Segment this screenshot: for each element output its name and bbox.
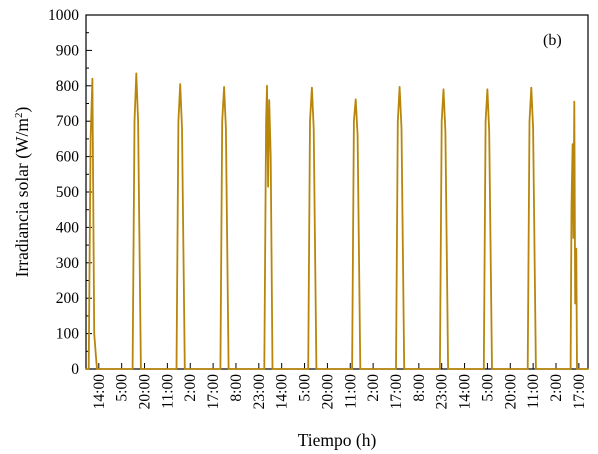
y-axis-title-close: ) bbox=[12, 106, 32, 112]
x-tick-label: 14:00 bbox=[274, 374, 291, 410]
y-tick-label: 700 bbox=[56, 113, 80, 130]
x-tick-label: 20:00 bbox=[502, 374, 519, 410]
panel-label: (b) bbox=[543, 32, 562, 49]
y-tick-label: 300 bbox=[56, 255, 80, 272]
x-tick-label: 11:00 bbox=[159, 374, 176, 409]
x-tick-label: 14:00 bbox=[457, 374, 474, 410]
y-tick-label: 0 bbox=[71, 361, 79, 378]
y-tick-label: 400 bbox=[56, 219, 80, 236]
y-tick-label: 900 bbox=[56, 42, 80, 59]
x-tick-label: 20:00 bbox=[319, 374, 336, 410]
x-axis-title: Tiempo (h) bbox=[298, 430, 377, 450]
y-tick-label: 600 bbox=[56, 149, 80, 166]
x-tick-label: 23:00 bbox=[251, 374, 268, 410]
x-tick-label: 17:00 bbox=[388, 374, 405, 410]
y-tick-label: 200 bbox=[56, 290, 80, 307]
x-tick-label: 17:00 bbox=[571, 374, 588, 410]
y-axis-title-main: Irradiancia solar (W/m bbox=[12, 118, 32, 278]
x-tick-label: 20:00 bbox=[137, 374, 154, 410]
x-tick-label: 5:00 bbox=[479, 374, 496, 402]
x-tick-label: 11:00 bbox=[525, 374, 542, 409]
series-line bbox=[85, 72, 589, 370]
y-tick-label: 800 bbox=[56, 78, 80, 95]
x-tick-label: 8:00 bbox=[411, 374, 428, 402]
x-tick-label: 2:00 bbox=[365, 374, 382, 402]
x-tick-label: 11:00 bbox=[342, 374, 359, 409]
y-tick-label: 500 bbox=[56, 184, 80, 201]
x-tick-label: 14:00 bbox=[91, 374, 108, 410]
x-tick-label: 5:00 bbox=[297, 374, 314, 402]
x-axis-ticks: 14:00 5:00 20:00 11:00 2:00 17:00 8:00 23:00 14:… bbox=[91, 363, 588, 409]
x-tick-label: 23:00 bbox=[434, 374, 451, 410]
y-axis-title-sup: 2 bbox=[13, 112, 25, 118]
x-tick-label: 2:00 bbox=[548, 374, 565, 402]
x-tick-label: 2:00 bbox=[182, 374, 199, 402]
x-tick-label: 17:00 bbox=[205, 374, 222, 410]
y-tick-label: 1000 bbox=[48, 7, 79, 24]
y-tick-label: 100 bbox=[56, 326, 80, 343]
x-tick-label: 8:00 bbox=[228, 374, 245, 402]
y-axis-title: Irradiancia solar (W/m2) bbox=[12, 106, 32, 277]
x-tick-label: 5:00 bbox=[114, 374, 131, 402]
y-axis-ticks: 0 100 200 300 400 500 600 700 800 900 1000 bbox=[48, 7, 92, 378]
